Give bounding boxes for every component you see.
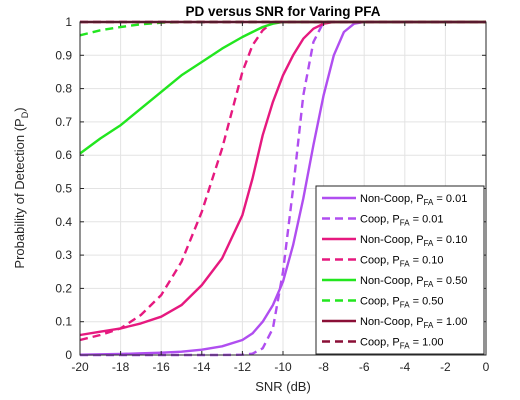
legend-entry: Non-Coop, PFA = 1.00 bbox=[360, 316, 467, 330]
y-axis-label-end: ) bbox=[12, 107, 27, 111]
y-tick-label: 1 bbox=[65, 15, 72, 29]
y-tick-label: 0.7 bbox=[55, 115, 72, 129]
y-tick-label: 0.9 bbox=[55, 48, 72, 62]
y-axis-label-sub: D bbox=[20, 111, 30, 118]
y-tick-label: 0.5 bbox=[55, 182, 72, 196]
legend-entry-main: Non-Coop, P bbox=[360, 275, 424, 287]
y-tick-label: 0.3 bbox=[55, 248, 72, 262]
x-tick-label: -10 bbox=[274, 360, 292, 374]
legend-entry: Non-Coop, PFA = 0.01 bbox=[360, 193, 467, 207]
legend-entry-sub: FA bbox=[424, 239, 434, 248]
legend-entry-main: Coop, P bbox=[360, 255, 400, 267]
x-tick-label: -16 bbox=[153, 360, 171, 374]
legend-entry-sub: FA bbox=[424, 198, 434, 207]
legend-entry-end: = 1.00 bbox=[410, 337, 444, 349]
y-tick-label: 0.8 bbox=[55, 82, 72, 96]
y-axis-label: Probability of Detection (PD) bbox=[12, 107, 30, 268]
x-tick-label: -8 bbox=[318, 360, 329, 374]
y-tick-label: 0.6 bbox=[55, 148, 72, 162]
x-tick-label: -2 bbox=[440, 360, 451, 374]
legend-entry-main: Coop, P bbox=[360, 214, 400, 226]
legend-entry-main: Non-Coop, P bbox=[360, 234, 424, 246]
legend-entry: Coop, PFA = 1.00 bbox=[360, 337, 443, 351]
legend-entry-sub: FA bbox=[424, 321, 434, 330]
legend-entry-sub: FA bbox=[424, 280, 434, 289]
legend-box bbox=[315, 185, 485, 355]
legend-entry: Coop, PFA = 0.10 bbox=[360, 255, 443, 269]
legend-entry-sub: FA bbox=[400, 301, 410, 310]
y-tick-label: 0.1 bbox=[55, 315, 72, 329]
legend-entry-sub: FA bbox=[400, 342, 410, 351]
x-tick-label: -12 bbox=[234, 360, 252, 374]
y-tick-label: 0 bbox=[65, 348, 72, 362]
legend-entry: Non-Coop, PFA = 0.10 bbox=[360, 234, 467, 248]
x-tick-label: -4 bbox=[399, 360, 410, 374]
legend-entry-end: = 0.10 bbox=[433, 234, 467, 246]
ticks: -20 -18 -16 -14 -12 -10 -8 -6 -4 -2 000.10.20.30.4… bbox=[55, 15, 489, 374]
y-tick-label: 0.4 bbox=[55, 215, 72, 229]
legend-entry-end: = 0.01 bbox=[433, 193, 467, 205]
legend-entry-main: Non-Coop, P bbox=[360, 193, 424, 205]
legend-entry-sub: FA bbox=[400, 219, 410, 228]
chart-title: PD versus SNR for Varing PFA bbox=[185, 4, 380, 19]
x-tick-label: -14 bbox=[193, 360, 211, 374]
legend-entry: Non-Coop, PFA = 0.50 bbox=[360, 275, 467, 289]
x-tick-label: -20 bbox=[71, 360, 89, 374]
x-tick-label: -18 bbox=[112, 360, 130, 374]
series-line-3 bbox=[79, 20, 486, 342]
y-axis-label-main: Probability of Detection (P bbox=[12, 118, 27, 268]
legend-entry: Coop, PFA = 0.50 bbox=[360, 296, 443, 310]
legend-entry-end: = 0.50 bbox=[410, 296, 444, 308]
x-axis-label: SNR (dB) bbox=[255, 379, 311, 394]
legend-entry-sub: FA bbox=[400, 260, 410, 269]
legend-entry-end: = 1.00 bbox=[433, 316, 467, 328]
x-tick-label: 0 bbox=[483, 360, 490, 374]
y-tick-label: 0.2 bbox=[55, 281, 72, 295]
legend-entry-main: Coop, P bbox=[360, 296, 400, 308]
legend-entry-end: = 0.01 bbox=[410, 214, 444, 226]
legend-entry-end: = 0.50 bbox=[433, 275, 467, 287]
legend-entry: Coop, PFA = 0.01 bbox=[360, 214, 443, 228]
x-tick-label: -6 bbox=[359, 360, 370, 374]
legend-entry-main: Non-Coop, P bbox=[360, 316, 424, 328]
legend-entry-main: Coop, P bbox=[360, 337, 400, 349]
legend-entry-end: = 0.10 bbox=[410, 255, 444, 267]
